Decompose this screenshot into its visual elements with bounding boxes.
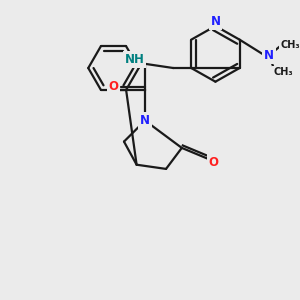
Text: CH₃: CH₃: [280, 40, 300, 50]
Text: O: O: [109, 80, 118, 93]
Text: N: N: [140, 114, 150, 127]
Text: NH: NH: [124, 53, 144, 66]
Text: CH₃: CH₃: [274, 67, 293, 77]
Text: N: N: [264, 49, 274, 62]
Text: N: N: [210, 15, 220, 28]
Text: O: O: [208, 156, 218, 169]
